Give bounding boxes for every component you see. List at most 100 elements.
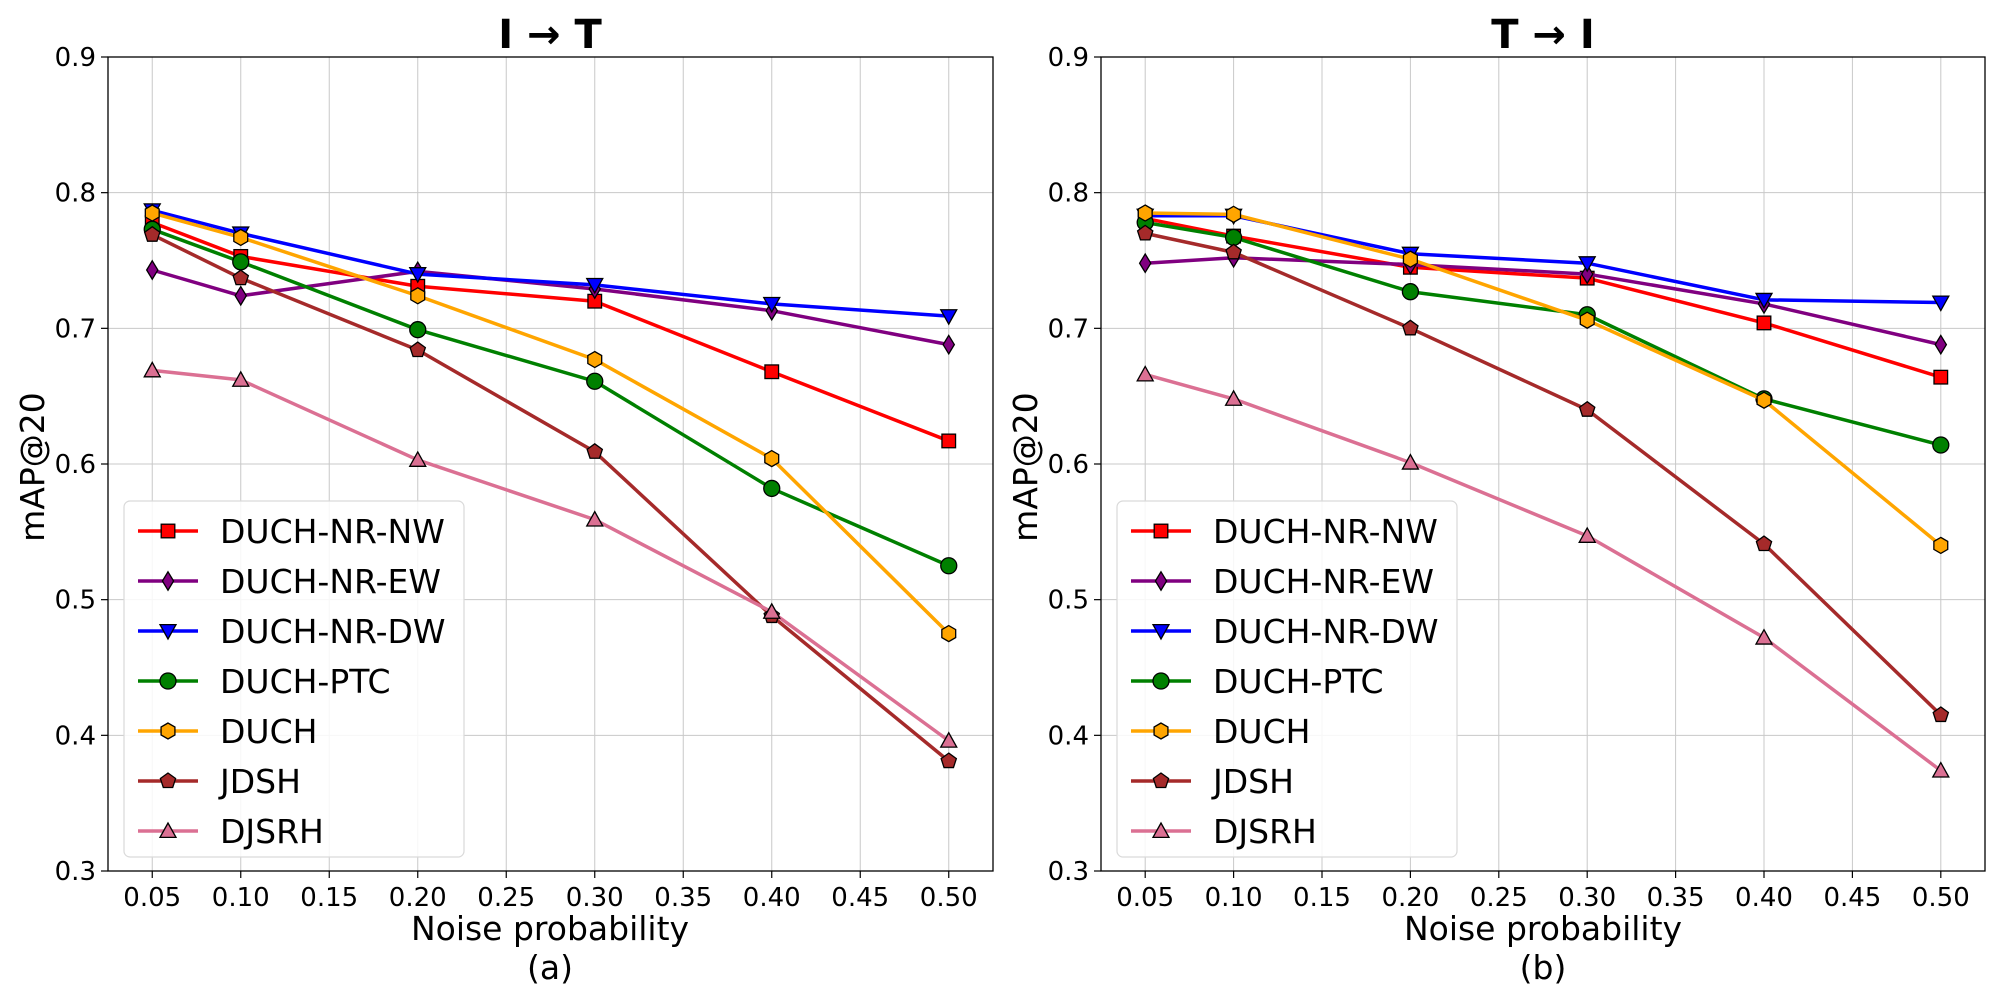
legend-marker [1153, 722, 1169, 740]
series-djsrh [143, 361, 958, 748]
legend-label: DUCH-NR-NW [1213, 512, 1438, 551]
series-duch [144, 204, 957, 643]
x-tick-label: 0.40 [1735, 883, 1793, 913]
legend-label: DUCH-NR-EW [220, 562, 441, 601]
data-point [233, 228, 249, 247]
data-point [1579, 311, 1595, 329]
legend-box [123, 500, 465, 858]
data-point [940, 557, 958, 575]
series-line [151, 211, 950, 635]
x-tick-label: 0.10 [212, 883, 270, 913]
data-point [234, 285, 248, 307]
legend-label: DUCH-PTC [1213, 662, 1384, 701]
chart-title: T → I [1491, 12, 1595, 58]
y-tick-label: 0.3 [1048, 857, 1089, 887]
data-point [1224, 228, 1243, 247]
x-axis-label: Noise probability [1404, 909, 1682, 948]
legend: DUCH-NR-NW DUCH-NR-EW DUCH-NR-DW DUCH-PTC DU… [123, 500, 465, 858]
data-point [409, 321, 427, 339]
axes-frame [107, 56, 994, 872]
legend-label: DJSRH [1213, 812, 1317, 851]
x-tick-label: 0.35 [654, 883, 712, 913]
series-jdsh [143, 225, 958, 769]
legend-label: DUCH [1213, 712, 1310, 751]
data-point [408, 450, 427, 467]
data-point [764, 449, 780, 468]
data-point [1754, 628, 1774, 645]
data-point [1226, 205, 1242, 224]
y-tick-label: 0.9 [55, 43, 96, 73]
legend-marker [1153, 523, 1169, 539]
x-tick-label: 0.05 [123, 883, 181, 913]
data-point [1755, 535, 1773, 552]
x-tick-label: 0.25 [477, 883, 535, 913]
x-tick-label: 0.30 [1558, 883, 1616, 913]
legend-marker [1151, 623, 1171, 641]
data-point [1933, 536, 1949, 555]
legend-marker [158, 821, 178, 839]
data-point [763, 479, 781, 498]
data-point [1580, 263, 1594, 285]
axes-frame [1100, 56, 1986, 872]
data-point [232, 253, 250, 271]
legend-item-duch-nr-dw: DUCH-NR-DW [1131, 612, 1439, 651]
data-point [1934, 334, 1948, 356]
data-point [143, 361, 162, 378]
series-line [151, 227, 950, 568]
legend-item-duch: DUCH [1131, 712, 1310, 751]
legend-marker [161, 570, 175, 592]
legend-box [1116, 500, 1458, 858]
legend-marker [1152, 772, 1170, 789]
chart-panel-b: T → I 0.05 0.10 0.15 0.20 0.25 0.30 0.35 0.40 0.… [1006, 12, 1986, 987]
x-tick-label: 0.05 [1116, 883, 1174, 913]
data-point [1401, 453, 1420, 470]
data-point [1225, 243, 1242, 260]
data-point [1402, 319, 1419, 336]
data-point [410, 287, 426, 305]
data-point [587, 350, 603, 369]
data-point [1401, 283, 1420, 301]
x-tick-label: 0.35 [1647, 883, 1705, 913]
x-tick-label: 0.20 [389, 883, 447, 913]
series-djsrh [1136, 365, 1950, 778]
series-duch-ptc [1136, 213, 1950, 454]
data-point [1402, 250, 1418, 268]
data-point [1933, 369, 1949, 385]
legend-item-jdsh: JDSH [138, 762, 301, 801]
series-duch-nr-nw [1137, 210, 1949, 385]
x-tick-label: 0.15 [1293, 883, 1351, 913]
data-point [1932, 706, 1950, 723]
series-line [151, 208, 949, 318]
legend-item-duch-nr-ew: DUCH-NR-EW [138, 562, 441, 601]
y-tick-label: 0.4 [1048, 721, 1089, 751]
y-tick-label: 0.6 [55, 450, 96, 480]
legend-marker [160, 523, 176, 539]
x-tick-label: 0.50 [1912, 883, 1970, 913]
legend-label: DUCH-NR-DW [1213, 612, 1439, 651]
legend-item-duch-ptc: DUCH-PTC [1131, 662, 1384, 701]
data-point [762, 602, 781, 619]
x-tick-label: 0.20 [1381, 883, 1439, 913]
series-duch-nr-ew [1138, 247, 1948, 356]
data-point [764, 364, 780, 380]
y-tick-label: 0.9 [1048, 43, 1089, 73]
data-point [408, 267, 427, 284]
data-point [1932, 436, 1950, 454]
legend-item-jdsh: JDSH [1131, 762, 1294, 801]
data-point [232, 269, 250, 286]
legend-item-djsrh: DJSRH [138, 812, 324, 851]
data-point [1578, 256, 1597, 273]
legend-item-duch-nr-nw: DUCH-NR-NW [1131, 512, 1438, 551]
x-tick-label: 0.45 [831, 883, 889, 913]
series-jdsh [1136, 224, 1950, 723]
legend-item-duch-nr-nw: DUCH-NR-NW [138, 512, 445, 551]
legend: DUCH-NR-NW DUCH-NR-EW DUCH-NR-DW DUCH-PTC DU… [1116, 500, 1458, 858]
legend-item-duch-nr-dw: DUCH-NR-DW [138, 612, 446, 651]
data-point [1756, 315, 1772, 331]
legend-marker [158, 623, 178, 641]
legend-label: DUCH-NR-NW [220, 512, 445, 551]
data-point [1931, 761, 1950, 778]
legend-label: DJSRH [220, 812, 324, 851]
x-tick-label: 0.25 [1470, 883, 1528, 913]
series-line [1144, 372, 1942, 773]
